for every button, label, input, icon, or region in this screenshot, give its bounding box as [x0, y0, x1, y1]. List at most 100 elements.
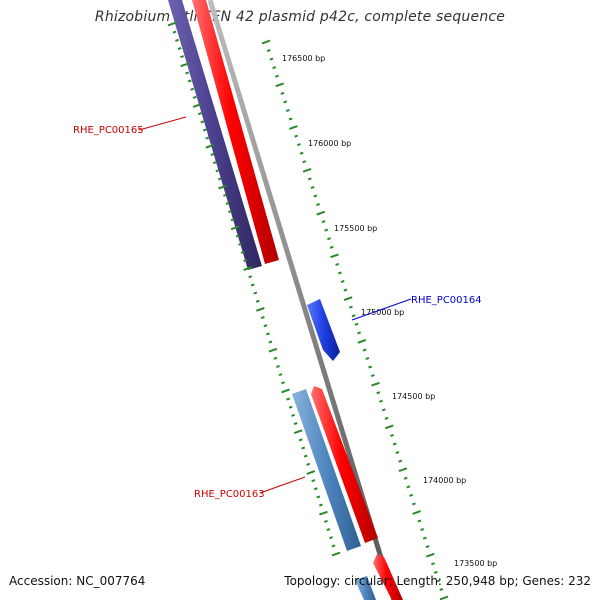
gene-rhe-pc00165-reverse[interactable]	[168, 0, 262, 270]
gene-label-rhe-pc00165[interactable]: RHE_PC00165	[73, 125, 144, 136]
outer-minor-tick	[420, 528, 425, 532]
inner-major-tick	[268, 347, 278, 353]
inner-minor-tick	[293, 422, 298, 426]
outer-major-tick	[439, 595, 449, 600]
inner-minor-tick	[286, 397, 291, 401]
inner-major-tick	[319, 510, 328, 516]
inner-minor-tick	[255, 299, 260, 303]
inner-minor-tick	[248, 275, 253, 279]
outer-major-tick	[330, 253, 339, 259]
inner-minor-tick	[217, 177, 222, 181]
outer-minor-tick	[313, 194, 318, 198]
inner-minor-tick	[190, 87, 195, 91]
inner-minor-tick	[215, 169, 220, 173]
outer-minor-tick	[425, 545, 430, 549]
inner-minor-tick	[212, 161, 217, 165]
outer-minor-tick	[280, 91, 285, 95]
outer-minor-tick	[398, 459, 403, 463]
gene-rhe-pc00164[interactable]	[307, 299, 340, 361]
inner-minor-tick	[311, 479, 316, 483]
inner-minor-tick	[175, 38, 179, 42]
outer-minor-tick	[324, 228, 329, 232]
inner-minor-tick	[313, 487, 318, 491]
outer-minor-tick	[362, 348, 367, 352]
outer-minor-tick	[329, 245, 334, 249]
inner-major-tick	[331, 551, 341, 557]
gene-label-rhe-pc00163[interactable]: RHE_PC00163	[194, 489, 265, 500]
inner-major-tick	[306, 470, 316, 475]
outer-minor-tick	[337, 271, 342, 275]
outer-minor-tick	[392, 442, 397, 446]
outer-minor-tick	[411, 502, 416, 506]
inner-minor-tick	[298, 438, 303, 442]
gene-partial-forward[interactable]	[373, 554, 403, 600]
inner-minor-tick	[288, 405, 293, 409]
outer-minor-tick	[335, 262, 340, 266]
outer-minor-tick	[433, 570, 438, 574]
inner-major-tick	[281, 388, 290, 394]
inner-minor-tick	[225, 201, 230, 205]
inner-minor-tick	[200, 120, 205, 124]
inner-minor-tick	[202, 128, 207, 132]
outer-major-tick	[425, 552, 435, 558]
inner-major-tick	[180, 62, 189, 68]
outer-minor-tick	[307, 177, 312, 181]
outer-major-tick	[343, 296, 353, 301]
outer-minor-tick	[384, 416, 389, 420]
gene-rhe-pc00165-forward[interactable]	[192, 0, 279, 264]
gene-rhe-pc00163-reverse[interactable]	[292, 389, 361, 551]
tick-label-174000: 174000 bp	[423, 476, 466, 485]
outer-minor-tick	[365, 356, 370, 361]
outer-major-tick	[275, 82, 285, 88]
inner-minor-tick	[172, 30, 177, 34]
leader-rhe-pc00165	[138, 116, 187, 131]
inner-minor-tick	[192, 95, 197, 99]
outer-minor-tick	[269, 57, 274, 61]
inner-major-tick	[192, 103, 202, 108]
outer-major-tick	[302, 167, 312, 173]
tick-label-175000: 175000 bp	[361, 308, 404, 317]
inner-minor-tick	[177, 46, 182, 50]
inner-minor-tick	[265, 332, 270, 336]
inner-minor-tick	[260, 316, 265, 320]
inner-minor-tick	[230, 218, 235, 222]
outer-minor-tick	[357, 331, 362, 335]
inner-major-tick	[243, 266, 253, 271]
inner-minor-tick	[235, 234, 240, 238]
outer-major-tick	[289, 125, 298, 130]
inner-minor-tick	[185, 71, 190, 75]
outer-minor-tick	[302, 160, 307, 164]
inner-tick-marks	[167, 21, 341, 557]
outer-minor-tick	[296, 143, 301, 147]
outer-minor-tick	[288, 117, 293, 121]
leader-rhe-pc00163	[259, 476, 306, 494]
outer-minor-tick	[272, 66, 277, 70]
inner-minor-tick	[253, 291, 258, 295]
inner-major-tick	[293, 429, 303, 435]
outer-minor-tick	[403, 476, 408, 480]
outer-minor-tick	[376, 391, 381, 395]
inner-major-tick	[255, 307, 265, 312]
outer-minor-tick	[294, 134, 299, 138]
outer-minor-tick	[266, 49, 271, 53]
inner-minor-tick	[326, 528, 331, 532]
outer-minor-tick	[354, 322, 359, 326]
outer-minor-tick	[422, 536, 427, 540]
inner-major-tick	[218, 184, 227, 190]
gene-rhe-pc00163-forward[interactable]	[311, 386, 378, 543]
outer-minor-tick	[406, 485, 411, 489]
tick-label-175500: 175500 bp	[334, 224, 377, 233]
inner-minor-tick	[210, 152, 215, 156]
outer-minor-tick	[409, 493, 414, 497]
gene-partial-reverse[interactable]	[355, 576, 376, 600]
outer-minor-tick	[316, 203, 320, 207]
inner-minor-tick	[243, 258, 248, 262]
inner-minor-tick	[323, 519, 328, 523]
gene-label-rhe-pc00164[interactable]: RHE_PC00164	[411, 295, 482, 306]
inner-minor-tick	[197, 112, 202, 116]
inner-minor-tick	[303, 454, 308, 458]
tick-label-176500: 176500 bp	[282, 54, 325, 63]
inner-minor-tick	[316, 495, 321, 499]
outer-minor-tick	[275, 74, 279, 78]
inner-major-tick	[205, 143, 215, 149]
